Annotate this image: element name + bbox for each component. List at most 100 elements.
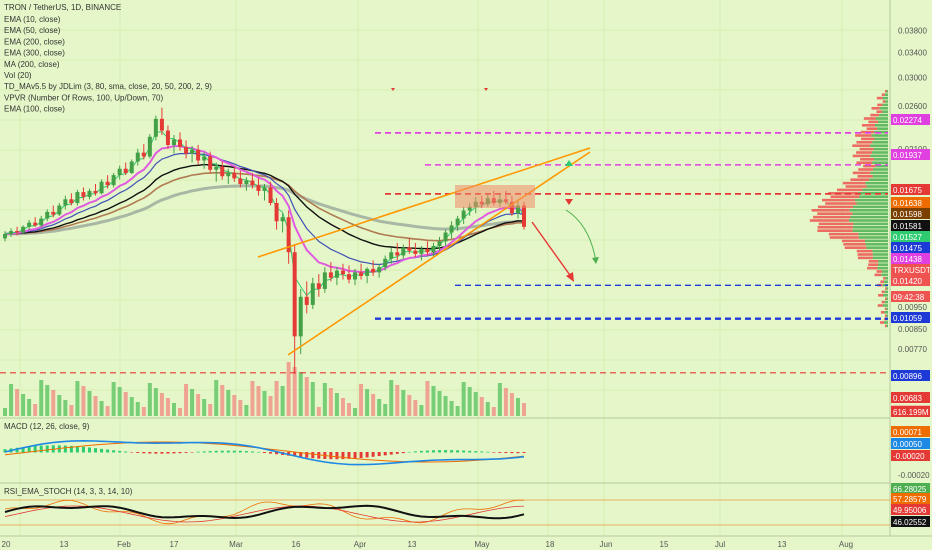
price-tag[interactable]: 0.01475 bbox=[891, 242, 930, 253]
candle[interactable] bbox=[395, 242, 400, 261]
projection-arrow-red[interactable] bbox=[531, 221, 573, 279]
price-tag[interactable]: 09:42:38 bbox=[891, 291, 930, 302]
candle[interactable] bbox=[383, 255, 388, 271]
rsi-tag[interactable]: 57.28579 bbox=[891, 493, 930, 504]
candle[interactable] bbox=[449, 221, 454, 239]
projection-curve-green[interactable] bbox=[565, 209, 597, 263]
candle[interactable] bbox=[69, 193, 74, 206]
candle[interactable] bbox=[21, 225, 26, 234]
candle[interactable] bbox=[280, 213, 285, 233]
candle[interactable] bbox=[419, 245, 424, 261]
price-tag[interactable]: 0.01420 bbox=[891, 275, 930, 286]
candle[interactable] bbox=[274, 198, 279, 230]
time-axis[interactable]: 20 13 Feb 17 Mar 16 Apr 13 May 18 Jun 15 Jul 13 Aug bbox=[0, 535, 932, 549]
macd-tag[interactable]: -0.00020 bbox=[891, 450, 930, 461]
candle[interactable] bbox=[178, 132, 183, 151]
price-tag[interactable]: 0.00896 bbox=[891, 370, 930, 381]
candle[interactable] bbox=[57, 203, 62, 216]
candle[interactable] bbox=[165, 125, 170, 149]
candle[interactable] bbox=[407, 238, 412, 254]
candle[interactable] bbox=[256, 178, 261, 196]
candle[interactable] bbox=[81, 187, 86, 201]
candle[interactable] bbox=[184, 140, 189, 159]
candle[interactable] bbox=[99, 179, 104, 195]
candle[interactable] bbox=[147, 134, 152, 159]
candle[interactable] bbox=[286, 210, 291, 264]
candle[interactable] bbox=[365, 267, 370, 284]
candle[interactable] bbox=[129, 159, 134, 175]
candle[interactable] bbox=[105, 175, 110, 189]
candle[interactable] bbox=[437, 236, 442, 251]
price-tag[interactable]: 0.01581 bbox=[891, 220, 930, 231]
candle[interactable] bbox=[214, 162, 219, 182]
price-tag[interactable]: 0.01438 bbox=[891, 253, 930, 264]
candle[interactable] bbox=[425, 241, 430, 256]
candle[interactable] bbox=[135, 148, 140, 166]
candle[interactable] bbox=[304, 281, 309, 314]
candle[interactable] bbox=[292, 244, 297, 374]
candle[interactable] bbox=[141, 144, 146, 160]
candle[interactable] bbox=[238, 170, 243, 188]
candle[interactable] bbox=[45, 209, 50, 222]
price-tag[interactable]: 0.01059 bbox=[891, 312, 930, 323]
price-tag[interactable]: TRXUSDT bbox=[891, 264, 931, 275]
candle[interactable] bbox=[153, 115, 158, 141]
candle[interactable] bbox=[232, 166, 237, 182]
rsi-tag[interactable]: 49.95006 bbox=[891, 504, 930, 515]
candle[interactable] bbox=[268, 181, 273, 206]
candle[interactable] bbox=[171, 134, 176, 154]
candle[interactable] bbox=[401, 244, 406, 259]
candle[interactable] bbox=[244, 177, 249, 191]
wedge-lower-line[interactable] bbox=[287, 151, 591, 356]
candle[interactable] bbox=[455, 215, 460, 232]
candle[interactable] bbox=[15, 226, 20, 236]
candle[interactable] bbox=[75, 189, 80, 206]
trend-drawings[interactable] bbox=[257, 88, 599, 356]
candlesticks[interactable] bbox=[3, 107, 526, 374]
candle[interactable] bbox=[371, 260, 376, 276]
candle[interactable] bbox=[250, 172, 255, 189]
candle[interactable] bbox=[316, 274, 321, 297]
candle[interactable] bbox=[389, 247, 394, 264]
candle[interactable] bbox=[377, 263, 382, 278]
candle[interactable] bbox=[202, 152, 207, 169]
candle[interactable] bbox=[346, 265, 351, 284]
candle[interactable] bbox=[353, 268, 358, 286]
candle[interactable] bbox=[443, 229, 448, 246]
candle[interactable] bbox=[9, 228, 14, 237]
candle[interactable] bbox=[111, 172, 116, 188]
candle[interactable] bbox=[27, 219, 32, 230]
candle[interactable] bbox=[359, 263, 364, 280]
price-tag[interactable]: 0.00683 bbox=[891, 392, 930, 403]
candle[interactable] bbox=[262, 183, 267, 201]
macd-tag[interactable]: 0.00050 bbox=[891, 438, 930, 449]
candle[interactable] bbox=[87, 188, 92, 200]
candle[interactable] bbox=[298, 288, 303, 355]
candle[interactable] bbox=[328, 262, 333, 282]
candle[interactable] bbox=[322, 267, 327, 293]
candle[interactable] bbox=[340, 263, 345, 280]
candle[interactable] bbox=[51, 205, 56, 218]
price-tag[interactable]: 616.199M bbox=[891, 406, 930, 417]
resistance-zone[interactable] bbox=[455, 185, 535, 208]
candle[interactable] bbox=[220, 161, 225, 180]
price-tag[interactable]: 0.01937 bbox=[891, 149, 930, 160]
candle[interactable] bbox=[159, 107, 164, 135]
candle[interactable] bbox=[93, 183, 98, 196]
rsi-tag[interactable]: 66.28025 bbox=[891, 483, 930, 494]
candle[interactable] bbox=[33, 217, 38, 227]
candle[interactable] bbox=[39, 215, 44, 227]
price-tag[interactable]: 0.01675 bbox=[891, 184, 930, 195]
rsi-tag[interactable]: 46.02552 bbox=[891, 516, 930, 527]
candle[interactable] bbox=[226, 168, 231, 184]
price-axis[interactable]: 0.038000.034000.030000.026000.021000.017… bbox=[891, 26, 931, 527]
candle[interactable] bbox=[3, 231, 7, 242]
candle[interactable] bbox=[461, 206, 466, 225]
price-tag[interactable]: 0.01598 bbox=[891, 208, 930, 219]
price-tag[interactable]: 0.01638 bbox=[891, 197, 930, 208]
candle[interactable] bbox=[208, 151, 213, 173]
candle[interactable] bbox=[431, 242, 436, 258]
candle[interactable] bbox=[63, 195, 68, 210]
candle[interactable] bbox=[123, 162, 128, 176]
